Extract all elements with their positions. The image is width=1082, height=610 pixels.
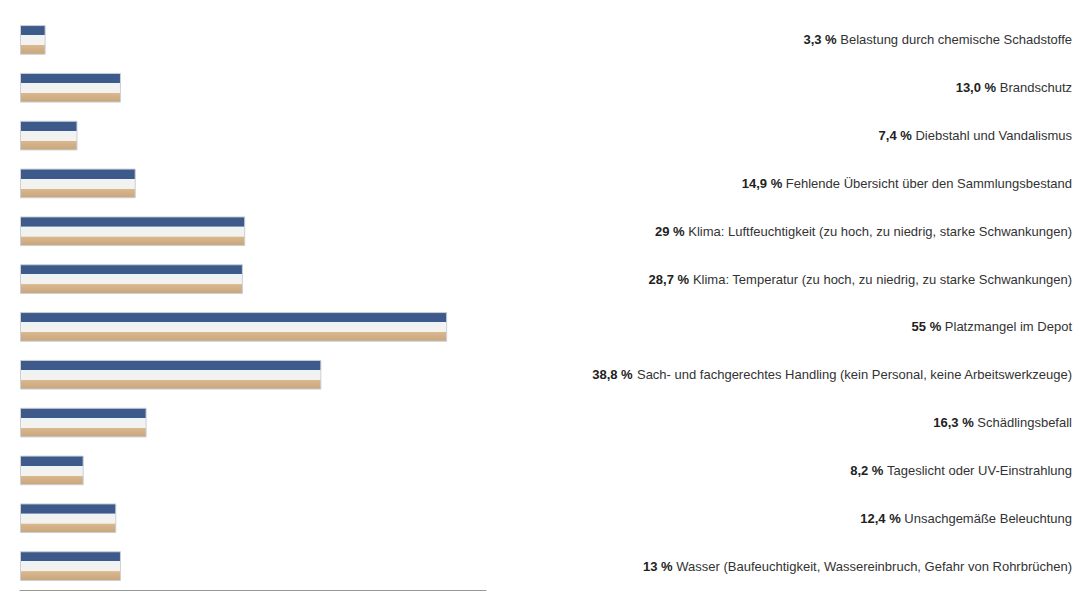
svg-text:Tageslicht oder UV-Einstrahlun: Tageslicht oder UV-Einstrahlung bbox=[887, 463, 1072, 478]
svg-text:7,4 %: 7,4 % bbox=[879, 128, 913, 143]
svg-text:13,0 %: 13,0 % bbox=[956, 80, 997, 95]
svg-text:Klima: Temperatur (zu hoch, zu: Klima: Temperatur (zu hoch, zu niedrig, … bbox=[693, 272, 1072, 287]
svg-text:14,9 %: 14,9 % bbox=[742, 176, 783, 191]
svg-text:Belastung durch chemische Scha: Belastung durch chemische Schadstoffe bbox=[840, 32, 1072, 47]
svg-text:Brandschutz: Brandschutz bbox=[1000, 80, 1072, 95]
svg-text:3,3 %: 3,3 % bbox=[803, 32, 837, 47]
svg-text:8,2 %: 8,2 % bbox=[850, 463, 884, 478]
svg-text:13 %: 13 % bbox=[643, 559, 673, 574]
svg-text:Sach- und fachgerechtes Handli: Sach- und fachgerechtes Handling (kein P… bbox=[637, 367, 1072, 382]
svg-text:28,7 %: 28,7 % bbox=[649, 272, 690, 287]
svg-text:38,8 %: 38,8 % bbox=[592, 367, 633, 382]
svg-text:Schädlingsbefall: Schädlingsbefall bbox=[977, 415, 1072, 430]
svg-text:Unsachgemäße Beleuchtung: Unsachgemäße Beleuchtung bbox=[904, 511, 1072, 526]
svg-text:Wasser (Baufeuchtigkeit, Wasse: Wasser (Baufeuchtigkeit, Wassereinbruch,… bbox=[676, 559, 1072, 574]
svg-text:Fehlende Übersicht über den Sa: Fehlende Übersicht über den Sammlungsbes… bbox=[786, 176, 1072, 191]
svg-text:Klima: Luftfeuchtigkeit (zu ho: Klima: Luftfeuchtigkeit (zu hoch, zu nie… bbox=[688, 224, 1072, 239]
svg-text:Diebstahl und Vandalismus: Diebstahl und Vandalismus bbox=[915, 128, 1072, 143]
svg-text:55 %: 55 % bbox=[912, 319, 942, 334]
svg-text:12,4 %: 12,4 % bbox=[860, 511, 901, 526]
svg-text:Platzmangel im Depot: Platzmangel im Depot bbox=[945, 319, 1073, 334]
svg-text:16,3 %: 16,3 % bbox=[933, 415, 974, 430]
svg-text:29 %: 29 % bbox=[655, 224, 685, 239]
